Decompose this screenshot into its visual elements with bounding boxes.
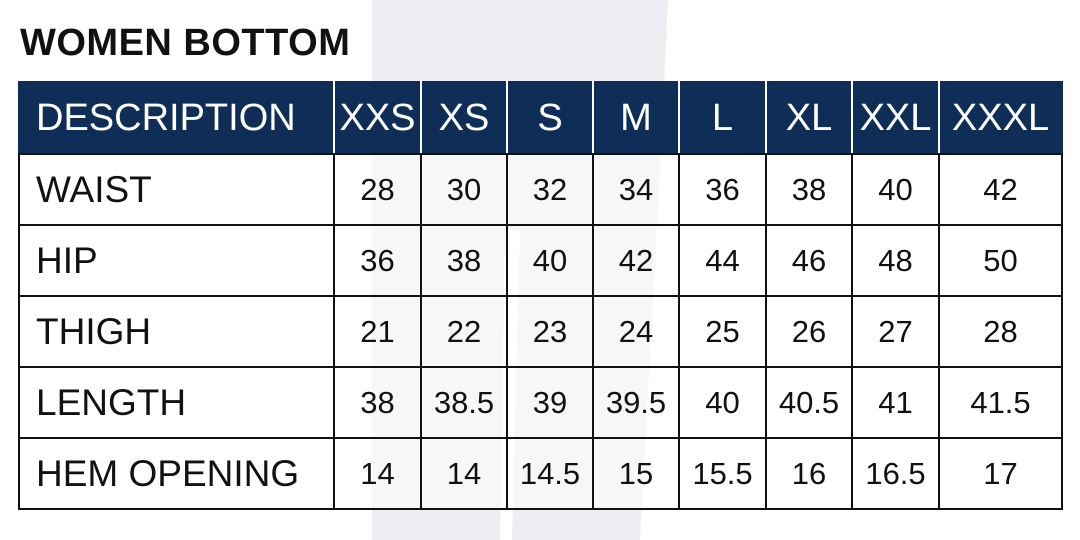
table-cell: 28 bbox=[938, 295, 1063, 368]
table-row-waist: WAIST 28 30 32 34 36 38 40 42 bbox=[18, 153, 1063, 226]
table-cell: 25 bbox=[678, 295, 767, 368]
header-row: DESCRIPTION XXS XS S M L XL XXL XXXL bbox=[18, 81, 1063, 155]
table-cell: 15 bbox=[592, 437, 680, 510]
row-label: LENGTH bbox=[18, 366, 335, 439]
table-cell: 44 bbox=[678, 224, 767, 297]
table-cell: 32 bbox=[506, 153, 594, 226]
header-size-l: L bbox=[678, 81, 767, 155]
table-cell: 48 bbox=[851, 224, 940, 297]
page-title: WOMEN BOTTOM bbox=[20, 22, 351, 64]
table-cell: 28 bbox=[333, 153, 422, 226]
table-row-hip: HIP 36 38 40 42 44 46 48 50 bbox=[18, 224, 1063, 297]
row-label: WAIST bbox=[18, 153, 335, 226]
table-cell: 14 bbox=[420, 437, 508, 510]
table-cell: 42 bbox=[592, 224, 680, 297]
table-cell: 46 bbox=[765, 224, 853, 297]
table-cell: 23 bbox=[506, 295, 594, 368]
table-cell: 27 bbox=[851, 295, 940, 368]
header-size-xxs: XXS bbox=[333, 81, 422, 155]
table-cell: 16 bbox=[765, 437, 853, 510]
table-cell: 14.5 bbox=[506, 437, 594, 510]
table-cell: 36 bbox=[333, 224, 422, 297]
table-cell: 40 bbox=[678, 366, 767, 439]
table-cell: 38.5 bbox=[420, 366, 508, 439]
table-cell: 41.5 bbox=[938, 366, 1063, 439]
table-row-length: LENGTH 38 38.5 39 39.5 40 40.5 41 41.5 bbox=[18, 366, 1063, 439]
header-size-s: S bbox=[506, 81, 594, 155]
size-chart-table: DESCRIPTION XXS XS S M L XL XXL XXXL WAI… bbox=[18, 81, 1063, 510]
row-label: THIGH bbox=[18, 295, 335, 368]
header-size-xl: XL bbox=[765, 81, 853, 155]
table-cell: 26 bbox=[765, 295, 853, 368]
table-row-hem-opening: HEM OPENING 14 14 14.5 15 15.5 16 16.5 1… bbox=[18, 437, 1063, 510]
table-cell: 38 bbox=[333, 366, 422, 439]
table-cell: 40.5 bbox=[765, 366, 853, 439]
table-cell: 41 bbox=[851, 366, 940, 439]
table-cell: 40 bbox=[506, 224, 594, 297]
table-cell: 16.5 bbox=[851, 437, 940, 510]
table-cell: 36 bbox=[678, 153, 767, 226]
table-cell: 39.5 bbox=[592, 366, 680, 439]
header-size-xxl: XXL bbox=[851, 81, 940, 155]
table-cell: 42 bbox=[938, 153, 1063, 226]
table-cell: 40 bbox=[851, 153, 940, 226]
table-cell: 24 bbox=[592, 295, 680, 368]
header-size-xxxl: XXXL bbox=[938, 81, 1063, 155]
table-cell: 50 bbox=[938, 224, 1063, 297]
row-label: HEM OPENING bbox=[18, 437, 335, 510]
table-cell: 38 bbox=[420, 224, 508, 297]
header-size-xs: XS bbox=[420, 81, 508, 155]
table-cell: 39 bbox=[506, 366, 594, 439]
table-row-thigh: THIGH 21 22 23 24 25 26 27 28 bbox=[18, 295, 1063, 368]
table-cell: 38 bbox=[765, 153, 853, 226]
table-cell: 22 bbox=[420, 295, 508, 368]
table-cell: 15.5 bbox=[678, 437, 767, 510]
header-description: DESCRIPTION bbox=[18, 81, 335, 155]
header-size-m: M bbox=[592, 81, 680, 155]
table-cell: 30 bbox=[420, 153, 508, 226]
row-label: HIP bbox=[18, 224, 335, 297]
table-cell: 34 bbox=[592, 153, 680, 226]
table-cell: 17 bbox=[938, 437, 1063, 510]
table-cell: 21 bbox=[333, 295, 422, 368]
table-cell: 14 bbox=[333, 437, 422, 510]
